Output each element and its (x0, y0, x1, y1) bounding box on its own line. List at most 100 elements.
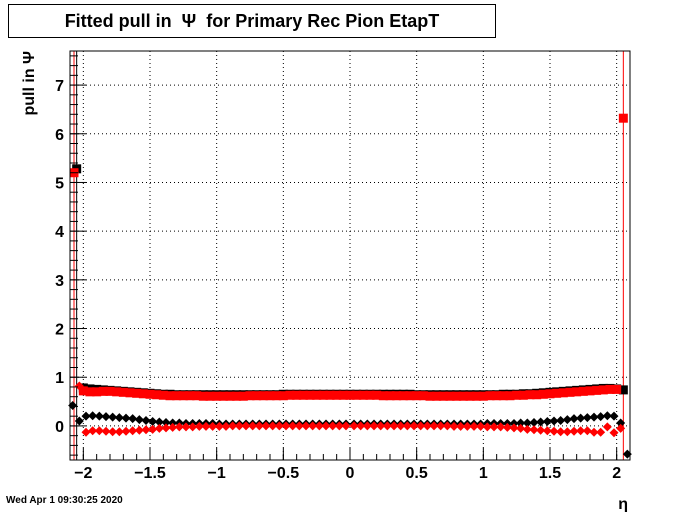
data-point-square (252, 391, 262, 401)
data-point-square (232, 391, 242, 401)
data-point-square (92, 387, 102, 397)
data-point-square (478, 391, 488, 401)
data-point-square (258, 391, 268, 401)
data-point-diamond (516, 418, 526, 428)
data-point-diamond (536, 425, 546, 435)
x-tick-label: −0.5 (268, 465, 300, 482)
data-point-square (318, 390, 328, 400)
data-point-diamond (556, 427, 566, 437)
data-point-diamond (108, 427, 118, 437)
data-point-square (132, 388, 142, 398)
data-point-diamond (101, 412, 111, 422)
data-point-square (105, 386, 115, 396)
data-point-square (278, 391, 288, 401)
data-point-diamond (356, 421, 366, 431)
data-point-square (485, 391, 495, 401)
data-point-square (578, 386, 588, 396)
data-point-diamond (161, 423, 171, 433)
data-point-square (305, 390, 315, 400)
data-point-square (265, 391, 275, 401)
data-point-square (205, 391, 215, 401)
data-point-diamond (301, 421, 311, 431)
data-point-diamond (154, 423, 164, 433)
data-point-square (405, 391, 415, 401)
data-point-diamond (436, 421, 446, 431)
data-point-diamond (314, 421, 324, 431)
data-point-diamond (396, 421, 406, 431)
data-point-diamond (482, 422, 492, 432)
data-point-square (292, 390, 302, 400)
data-point-square (618, 385, 628, 395)
y-tick-label: 1 (55, 370, 64, 387)
data-point-diamond (141, 416, 151, 426)
data-point-square (372, 390, 382, 400)
y-tick-label: 6 (55, 127, 64, 144)
data-point-square (472, 391, 482, 401)
y-tick-label: 0 (55, 419, 64, 436)
data-point-diamond (74, 381, 84, 391)
data-point-diamond (234, 421, 244, 431)
chart-title: Fitted pull in Ψ for Primary Rec Pion Et… (8, 4, 496, 38)
data-markers (68, 113, 632, 459)
data-point-diamond (589, 427, 599, 437)
data-point-diamond (181, 422, 191, 432)
x-tick-label: 0.5 (406, 465, 428, 482)
data-point-diamond (308, 421, 318, 431)
data-point-diamond (462, 421, 472, 431)
data-point-square (445, 391, 455, 401)
data-point-diamond (502, 422, 512, 432)
x-tick-label: 2 (612, 465, 621, 482)
data-point-diamond (121, 413, 131, 423)
data-point-diamond (609, 428, 619, 438)
data-point-square (172, 391, 182, 401)
data-point-diamond (542, 417, 552, 427)
x-tick-label: 0 (346, 465, 355, 482)
data-point-diamond (562, 427, 572, 437)
data-point-square (125, 388, 135, 398)
data-point-diamond (114, 427, 124, 437)
data-point-square (245, 391, 255, 401)
x-tick-label: 1 (479, 465, 488, 482)
data-point-square (505, 391, 515, 401)
data-point-square (425, 391, 435, 401)
tick-labels: −2 −1.5 −1 −0.5 0 0.5 1 1.5 2 0 1 2 3 4 5 6 7 (55, 78, 621, 482)
data-point-diamond (221, 421, 231, 431)
data-point-diamond (569, 426, 579, 436)
data-point-square (285, 390, 295, 400)
data-point-diamond (602, 422, 612, 432)
data-point-square (118, 387, 128, 397)
y-tick-label: 3 (55, 273, 64, 290)
data-point-diamond (141, 425, 151, 435)
data-point-square (365, 390, 375, 400)
data-point-square (492, 391, 502, 401)
data-point-diamond (562, 415, 572, 425)
data-point-diamond (409, 421, 419, 431)
x-tick-label: 1.5 (539, 465, 561, 482)
data-point-diamond (214, 421, 224, 431)
data-point-square (345, 390, 355, 400)
data-point-diamond (522, 418, 532, 428)
timestamp: Wed Apr 1 09:30:25 2020 (6, 495, 123, 506)
data-point-square (152, 390, 162, 400)
data-point-square (585, 386, 595, 396)
data-point-square (352, 390, 362, 400)
x-axis-title: η (618, 496, 628, 512)
data-point-diamond (261, 421, 271, 431)
data-point-square (98, 386, 108, 396)
data-point-diamond (208, 421, 218, 431)
data-point-square (598, 385, 608, 395)
data-point-diamond (469, 421, 479, 431)
data-point-square (432, 391, 442, 401)
data-point-square (138, 389, 148, 399)
data-point-diamond (422, 421, 432, 431)
data-point-diamond (616, 423, 626, 433)
data-point-diamond (402, 421, 412, 431)
data-point-square (225, 391, 235, 401)
data-point-square (298, 390, 308, 400)
data-point-diamond (94, 426, 104, 436)
data-point-square (192, 391, 202, 401)
x-tick-label: −1 (208, 465, 226, 482)
data-point-diamond (268, 421, 278, 431)
data-point-diamond (576, 413, 586, 423)
data-point-square (565, 387, 575, 397)
